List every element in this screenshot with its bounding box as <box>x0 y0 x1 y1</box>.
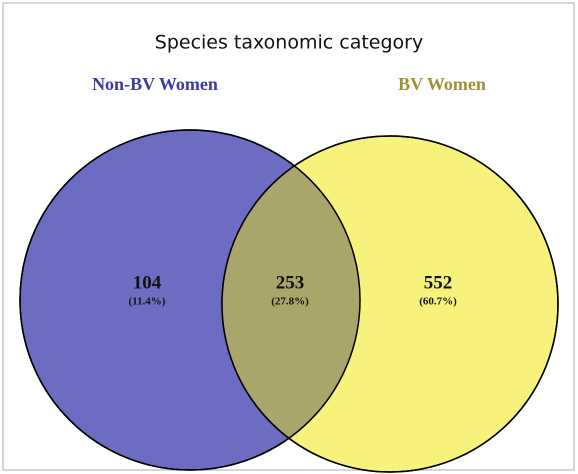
title: Species taxonomic category <box>155 32 423 54</box>
region-percent: (27.8%) <box>271 296 309 308</box>
region-count: 104 <box>133 272 162 293</box>
overlap <box>222 136 360 470</box>
set-label: BV Women <box>398 74 486 94</box>
region-count: 552 <box>424 272 453 293</box>
region-percent: (60.7%) <box>419 296 457 308</box>
set-outline <box>19 129 361 471</box>
region-count: 253 <box>276 272 305 293</box>
set-outline <box>221 135 559 473</box>
region-percent: (11.4%) <box>129 296 166 308</box>
set-label: Non-BV Women <box>92 74 218 94</box>
